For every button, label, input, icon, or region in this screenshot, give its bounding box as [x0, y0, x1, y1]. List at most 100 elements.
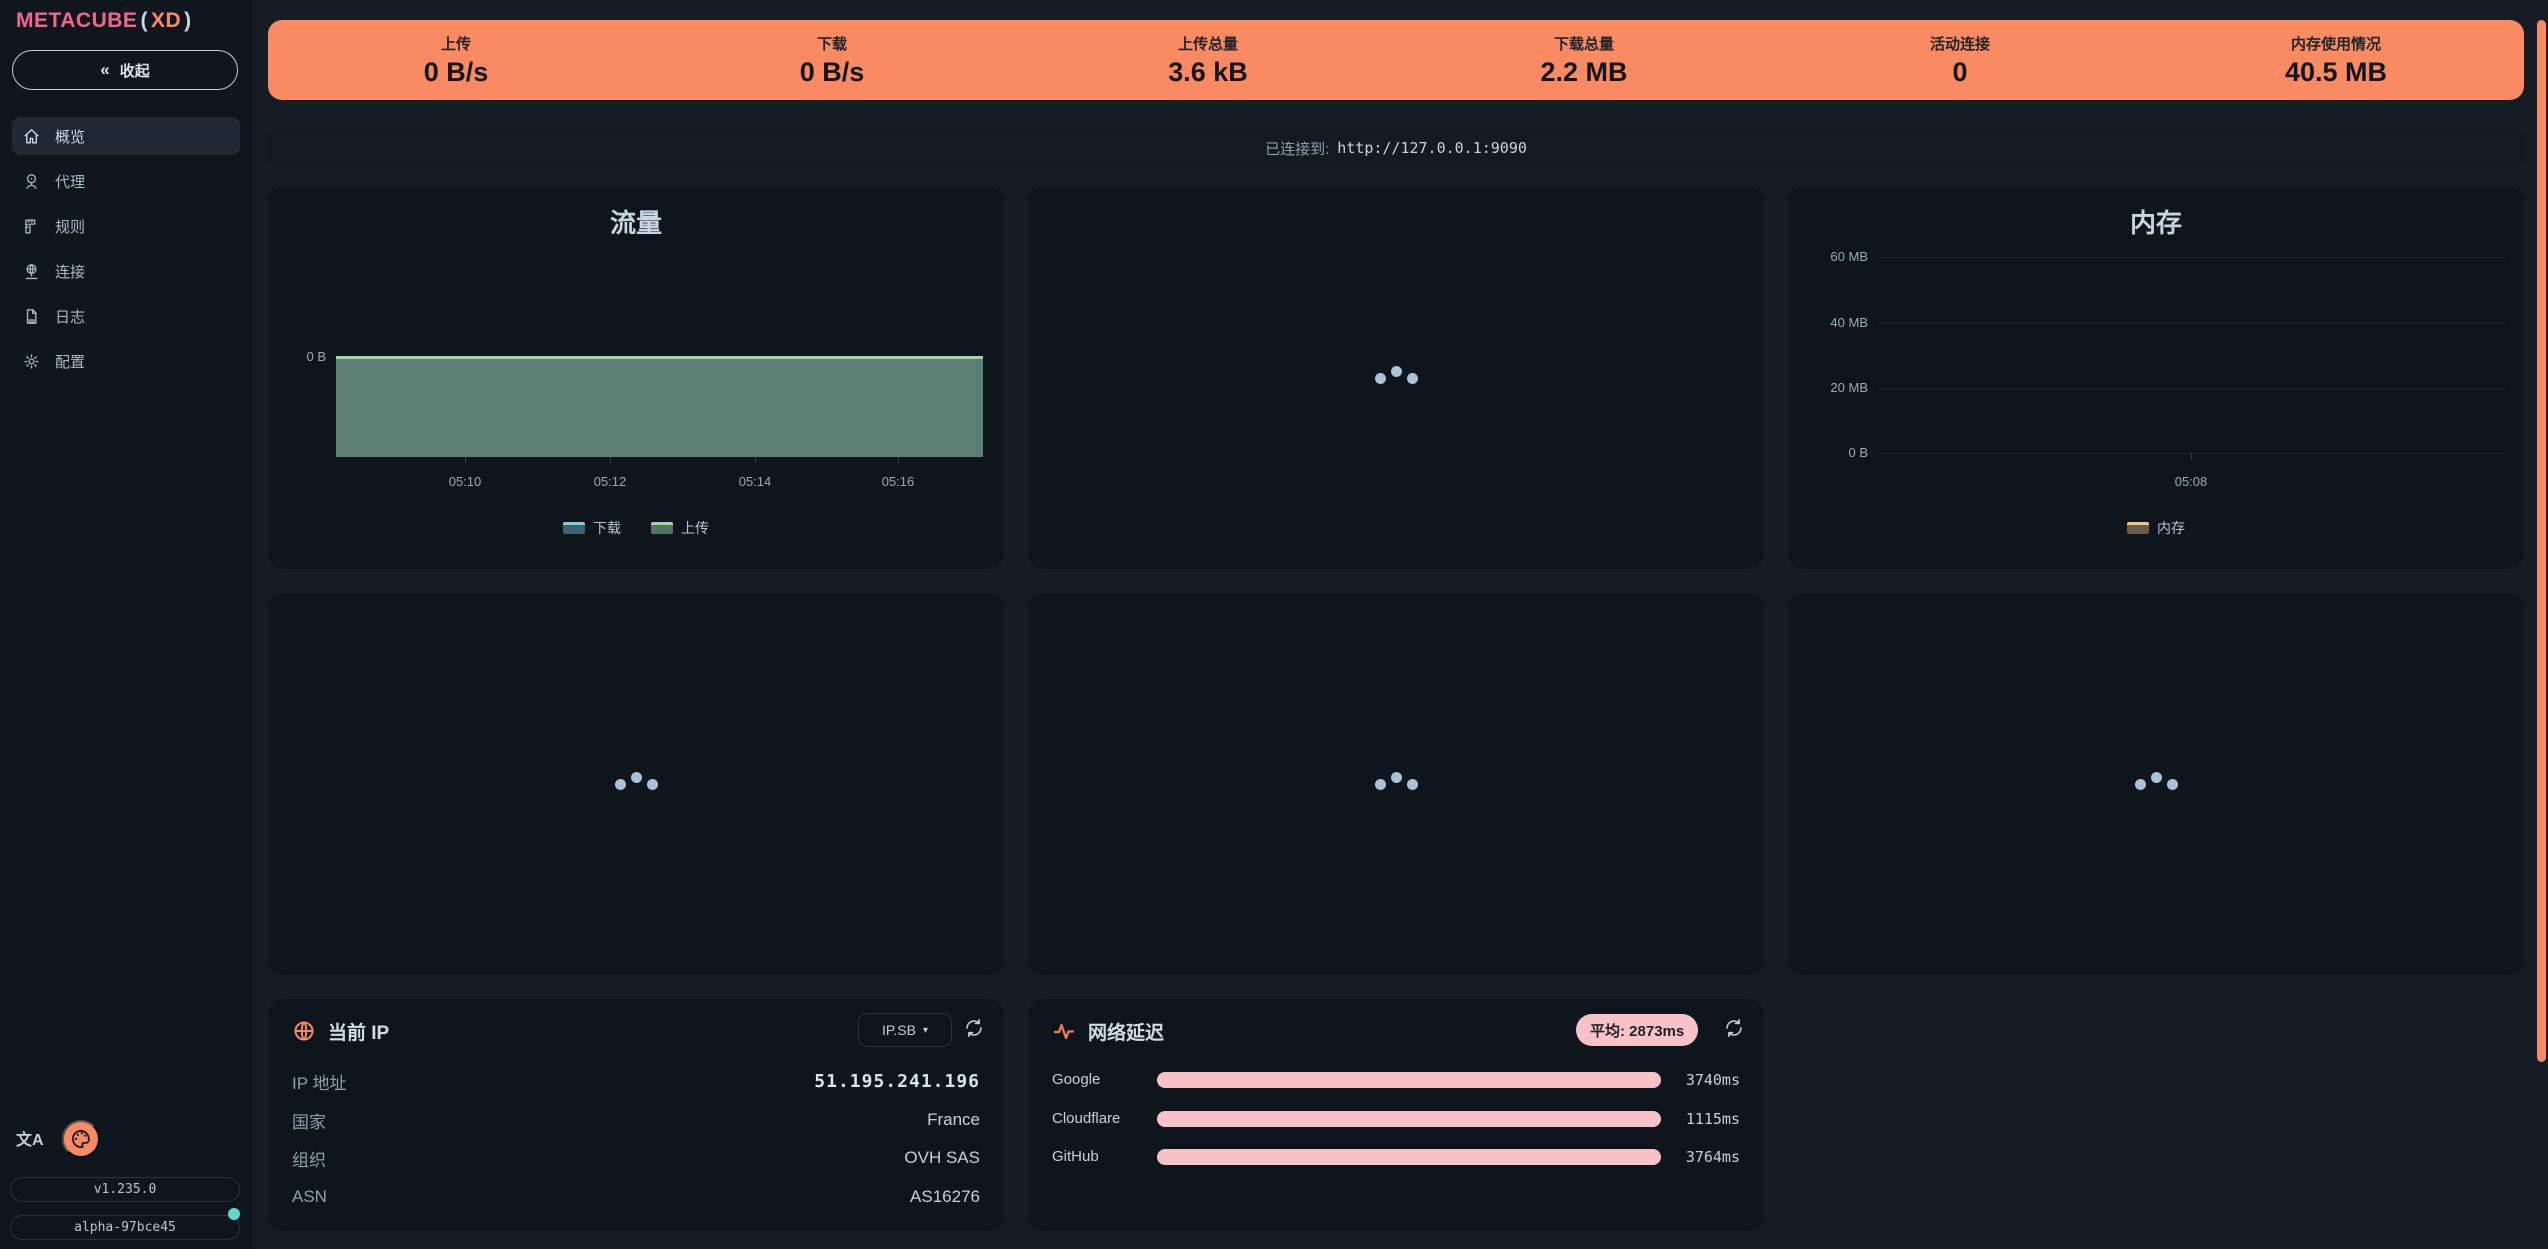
logo-brand: METACUBE: [16, 9, 138, 32]
organization-value: OVH SAS: [904, 1148, 980, 1167]
pulse-icon: [1053, 1023, 1075, 1040]
sidebar-item-label: 连接: [55, 263, 86, 281]
loading-dots: [614, 771, 658, 790]
collapse-sidebar-button[interactable]: « 收起: [12, 50, 238, 90]
memory-y-tick: 0 B: [1848, 445, 1868, 460]
sidebar: METACUBE(XD) « 收起 概览 代理 规则 连接: [0, 0, 252, 1249]
memory-x-tick: 05:08: [2174, 474, 2208, 489]
asn-row: ASN AS16276: [292, 1180, 980, 1214]
latency-site-label: GitHub: [1052, 1148, 1099, 1165]
stat-value: 0 B/s: [799, 56, 865, 87]
legend-label: 内存: [2157, 520, 2185, 536]
stat-active-connections: 活动连接 0: [1772, 20, 2148, 100]
traffic-x-tick: 05:14: [738, 474, 772, 489]
app-logo: METACUBE(XD): [16, 9, 195, 33]
loading-dots: [1374, 771, 1418, 790]
backend-connection-strip[interactable]: 已连接到: http://127.0.0.1:9090: [268, 130, 2524, 166]
traffic-x-tick: 05:16: [881, 474, 915, 489]
language-icon[interactable]: 文A: [16, 1132, 44, 1149]
refresh-ip-button[interactable]: [963, 1017, 985, 1039]
row-label: IP 地址: [292, 1073, 347, 1093]
latency-value: 3740ms: [1685, 1071, 1740, 1089]
stat-value: 2.2 MB: [1540, 56, 1628, 87]
main-content: 上传 0 B/s 下载 0 B/s 上传总量 3.6 kB 下载总量 2.2 M…: [268, 0, 2524, 1249]
x-tick-mark: [465, 457, 466, 463]
sidebar-item-config[interactable]: 配置: [12, 342, 240, 380]
latency-value: 3764ms: [1685, 1148, 1740, 1166]
legend-item-upload[interactable]: 上传: [651, 518, 709, 538]
x-tick-mark: [755, 457, 756, 463]
traffic-x-tick: 05:10: [448, 474, 482, 489]
sidebar-nav: 概览 代理 规则 连接 日志 配置: [12, 117, 240, 380]
stat-value: 0: [1952, 56, 1968, 87]
build-badge[interactable]: alpha-97bce45: [10, 1215, 240, 1240]
loading-dot: [2150, 771, 2162, 783]
stat-upload-total: 上传总量 3.6 kB: [1020, 20, 1396, 100]
rules-icon: [25, 218, 36, 234]
gridline: [1878, 257, 2505, 258]
sidebar-item-rules[interactable]: 规则: [12, 207, 240, 245]
row-label: 组织: [292, 1150, 326, 1170]
memory-y-tick: 40 MB: [1830, 315, 1868, 330]
memory-y-tick: 60 MB: [1830, 249, 1868, 264]
memory-legend: 内存: [1788, 518, 2524, 538]
refresh-latency-button[interactable]: [1723, 1017, 1745, 1039]
traffic-area-series: [336, 356, 983, 457]
asn-value: AS16276: [910, 1187, 980, 1206]
theme-palette-button[interactable]: [62, 1120, 100, 1158]
upload-swatch-icon: [651, 522, 673, 534]
latency-value: 1115ms: [1685, 1110, 1740, 1128]
palette-icon: [72, 1129, 90, 1149]
gridline: [1878, 388, 2505, 389]
sidebar-item-proxies[interactable]: 代理: [12, 162, 240, 200]
chevron-down-icon: ▾: [922, 1024, 929, 1036]
settings-icon: [24, 353, 39, 369]
stat-value: 40.5 MB: [2284, 56, 2388, 87]
backend-url: http://127.0.0.1:9090: [1337, 139, 1527, 157]
logo-accent: XD: [150, 9, 182, 32]
stat-value: 0 B/s: [423, 56, 489, 87]
x-tick-mark: [898, 457, 899, 463]
row-label: 国家: [292, 1112, 326, 1132]
legend-item-memory[interactable]: 内存: [2127, 518, 2185, 538]
version-badge[interactable]: v1.235.0: [10, 1177, 240, 1202]
home-icon: [24, 128, 39, 144]
x-tick-mark: [2191, 453, 2192, 459]
sidebar-item-overview[interactable]: 概览: [12, 117, 240, 155]
loading-dot: [2166, 778, 2178, 790]
stat-upload: 上传 0 B/s: [268, 20, 644, 100]
memory-y-tick: 20 MB: [1830, 380, 1868, 395]
gridline: [1878, 323, 2505, 324]
latency-bar: [1157, 1072, 1661, 1088]
legend-item-download[interactable]: 下载: [563, 518, 621, 538]
stat-label: 上传总量: [1177, 35, 1238, 53]
ip-provider-dropdown[interactable]: IP.SB ▾: [858, 1013, 952, 1047]
sidebar-item-connections[interactable]: 连接: [12, 252, 240, 290]
proxies-icon: [26, 173, 37, 189]
loading-card: [1788, 593, 2524, 975]
vertical-scrollbar-thumb[interactable]: [2537, 20, 2546, 1062]
update-indicator-dot: [228, 1208, 240, 1220]
latency-header: 网络延迟: [1052, 1017, 1164, 1045]
connected-label: 已连接到:: [1265, 140, 1330, 158]
traffic-y-tick: 0 B: [306, 349, 326, 364]
loading-dot: [1374, 778, 1386, 790]
current-ip-title: 当前 IP: [328, 1022, 390, 1044]
refresh-icon: [1726, 1018, 1742, 1038]
loading-dot: [614, 778, 626, 790]
sidebar-item-logs[interactable]: 日志: [12, 297, 240, 335]
memory-chart-title: 内存: [2129, 208, 2182, 238]
loading-dot: [646, 778, 658, 790]
connections-icon: [25, 263, 38, 279]
country-row: 国家 France: [292, 1103, 980, 1137]
loading-card: [1028, 593, 1764, 975]
loading-card: [268, 593, 1004, 975]
logs-icon: [26, 308, 37, 324]
row-label: ASN: [292, 1187, 327, 1206]
traffic-x-tick: 05:12: [593, 474, 627, 489]
current-ip-card: 当前 IP IP.SB ▾ IP 地址 51.195.241.196 国家 Fr…: [268, 999, 1004, 1231]
collapse-label: 收起: [119, 62, 150, 80]
network-latency-card: 网络延迟 平均: 2873ms Google 3740ms Cloudflare…: [1028, 999, 1764, 1231]
memory-swatch-icon: [2127, 522, 2149, 534]
stat-value: 3.6 kB: [1168, 56, 1248, 87]
